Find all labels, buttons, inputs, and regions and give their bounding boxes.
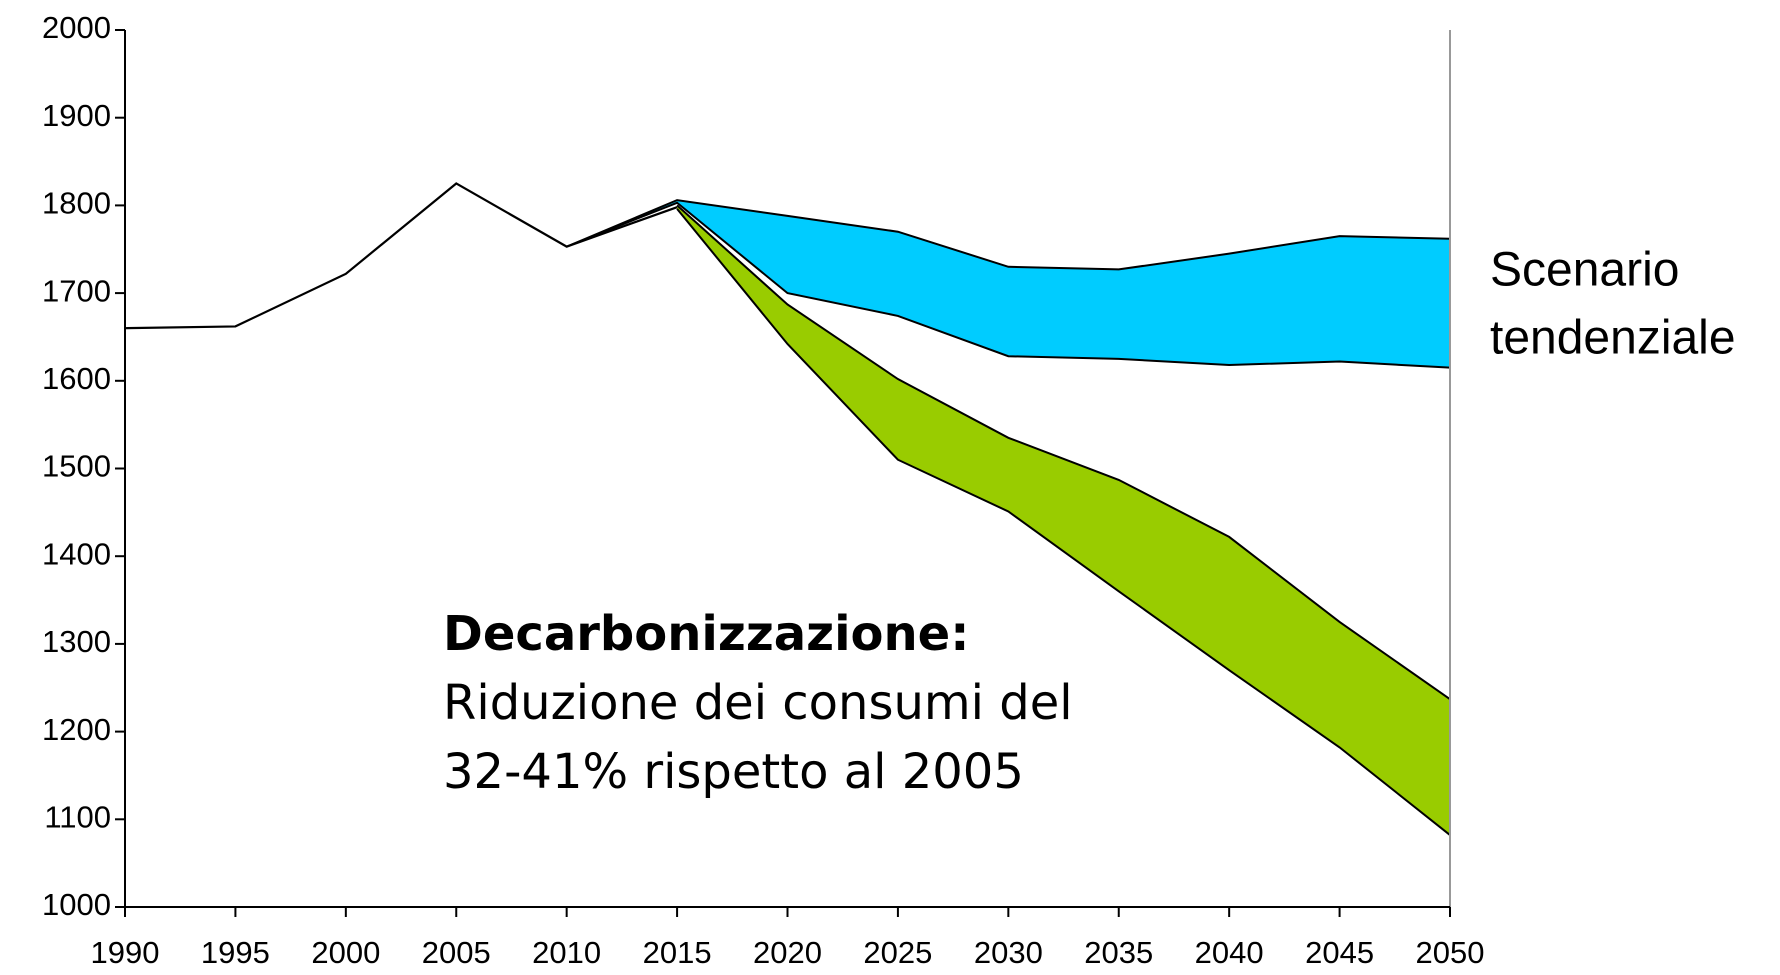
x-tick-label: 2020: [753, 935, 822, 970]
x-tick-label: 2025: [863, 935, 932, 970]
x-tick-label: 1995: [201, 935, 270, 970]
x-tick-label: 2040: [1195, 935, 1264, 970]
annotation: Scenario: [1490, 244, 1679, 297]
annotation-title: Decarbonizzazione:: [443, 606, 969, 662]
y-tick-label: 1100: [44, 799, 111, 834]
y-tick-label: 1700: [42, 273, 111, 308]
x-tick-label: 1990: [91, 935, 160, 970]
band-edge: [676, 208, 1451, 836]
annotation: Riduzione dei consumi del: [443, 675, 1073, 731]
y-tick-label: 1200: [42, 712, 111, 747]
y-tick-label: 1400: [42, 536, 111, 571]
x-tick-label: 2030: [974, 935, 1043, 970]
band-edge: [566, 199, 1451, 271]
x-tick-label: 2035: [1084, 935, 1153, 970]
x-tick-label: 2010: [532, 935, 601, 970]
x-tick-label: 2005: [422, 935, 491, 970]
y-tick-label: 1800: [42, 186, 111, 221]
annotation: tendenziale: [1490, 312, 1736, 365]
y-tick-label: 1600: [42, 361, 111, 396]
band-edge: [676, 204, 1451, 700]
line: [124, 182, 678, 330]
x-tick-label: 2045: [1305, 935, 1374, 970]
annotation: 32-41% rispetto al 2005: [443, 744, 1024, 800]
y-tick-label: 1900: [42, 98, 111, 133]
y-tick-label: 1500: [42, 449, 111, 484]
y-tick-label: 2000: [42, 10, 111, 45]
y-tick-label: 1000: [42, 887, 111, 922]
band-area: [566, 200, 1450, 368]
x-tick-label: 2015: [643, 935, 712, 970]
y-tick-label: 1300: [42, 624, 111, 659]
band-edge: [566, 201, 1451, 369]
band-area: [677, 205, 1450, 836]
x-tick-label: 2050: [1416, 935, 1485, 970]
x-tick-label: 2000: [311, 935, 380, 970]
